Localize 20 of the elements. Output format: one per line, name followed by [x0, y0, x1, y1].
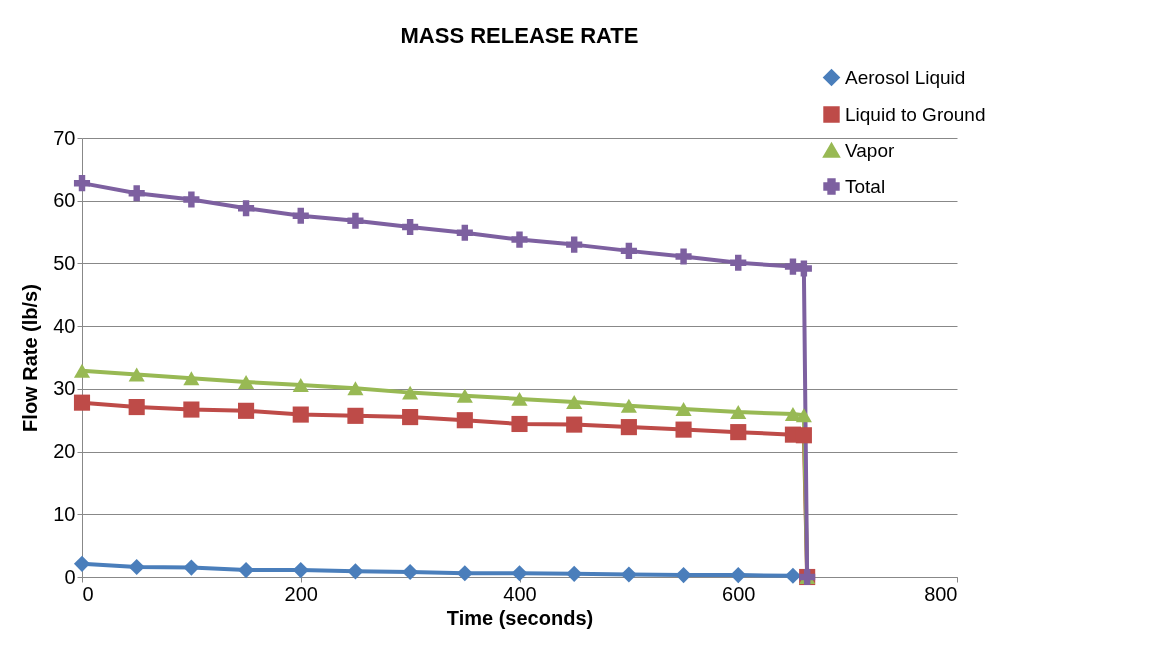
y-tick-label: 10 — [53, 502, 76, 525]
x-tick-label: 0 — [82, 582, 94, 605]
legend-label: Aerosol Liquid — [845, 66, 966, 88]
y-tick-label: 70 — [53, 126, 76, 149]
y-tick-label: 20 — [53, 440, 76, 463]
chart-title: MASS RELEASE RATE — [400, 23, 639, 48]
y-tick-label: 50 — [53, 251, 76, 274]
y-tick-label: 30 — [53, 377, 76, 400]
x-tick-label: 400 — [503, 582, 537, 605]
legend-label: Liquid to Ground — [845, 103, 986, 125]
legend-label: Vapor — [845, 139, 895, 161]
y-tick-label: 0 — [64, 565, 76, 588]
y-axis-title: Flow Rate (lb/s) — [19, 284, 42, 432]
x-axis-title: Time (seconds) — [446, 606, 594, 629]
x-tick-label: 200 — [284, 582, 318, 605]
x-tick-label: 600 — [722, 582, 756, 605]
y-tick-label: 60 — [53, 189, 76, 212]
y-tick-label: 40 — [53, 314, 76, 337]
legend-label: Total — [845, 175, 886, 197]
x-tick-label: 800 — [924, 582, 958, 605]
